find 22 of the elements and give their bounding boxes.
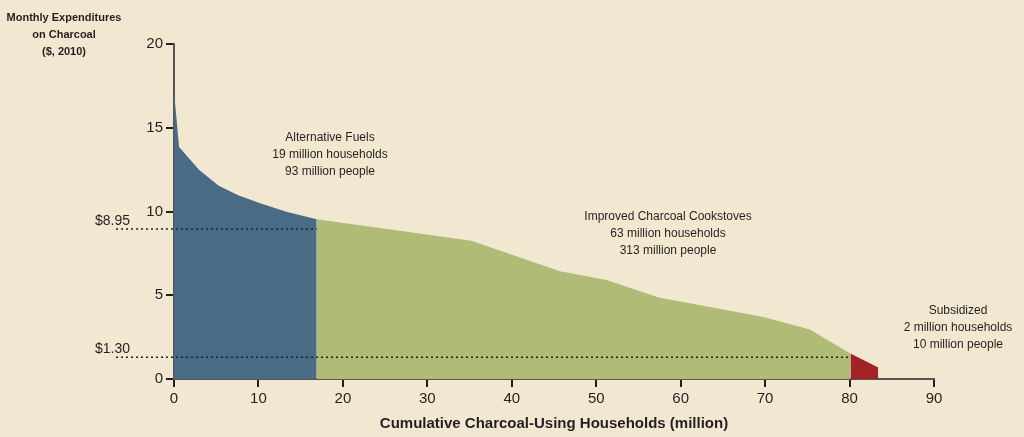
x-tick-label: 10 <box>250 389 267 407</box>
x-tick-label: 30 <box>418 389 436 407</box>
x-tick-label: 70 <box>756 389 774 407</box>
y-tick-label: 20 <box>146 34 163 52</box>
y-tick-label: 15 <box>146 117 163 135</box>
annotation: Alternative Fuels 19 million households 93 million people <box>272 130 388 179</box>
x-tick-label: 60 <box>672 389 690 407</box>
y-tick-label: 0 <box>154 369 163 387</box>
ref-line-label: $8.95 <box>94 211 131 228</box>
x-axis-title: Cumulative Charcoal-Using Households (million) <box>379 414 729 432</box>
x-tick-label: 80 <box>841 389 858 407</box>
x-tick-label: 40 <box>503 389 521 407</box>
y-tick-label: 5 <box>154 285 163 303</box>
x-tick-label: 0 <box>169 389 179 407</box>
ref-line-label: $1.30 <box>94 340 131 357</box>
y-tick-label: 10 <box>146 201 163 219</box>
x-tick-label: 90 <box>925 389 943 407</box>
annotation: Subsidized 2 million households 10 million people <box>903 303 1013 352</box>
annotation: Improved Charcoal Cookstoves 63 million households 313 million people <box>584 209 752 258</box>
x-tick-label: 50 <box>587 389 605 407</box>
y-axis-title: Monthly Expenditures on Charcoal ($, 2010) <box>6 11 122 58</box>
x-tick-label: 20 <box>334 389 352 407</box>
